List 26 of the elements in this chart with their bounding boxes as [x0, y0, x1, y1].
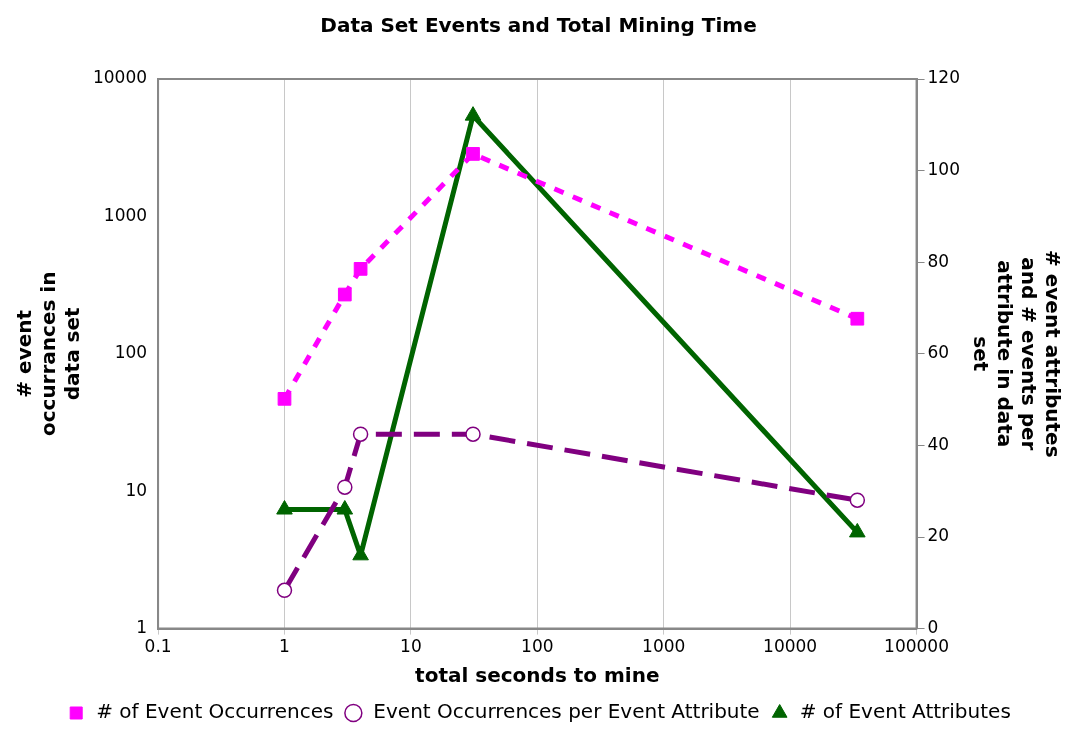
y2-tick-label: 80 — [927, 250, 950, 271]
y2-tick-label: 100 — [927, 159, 961, 180]
legend-label: # of Event Attributes — [799, 699, 1011, 724]
y2-tick-label: 0 — [927, 617, 939, 638]
chart-title: Data Set Events and Total Mining Time — [320, 13, 757, 38]
y-tick-label: 10 — [125, 479, 148, 500]
y2-axis-title: # event attributes and # events per attribute in data set — [968, 250, 1065, 458]
y-tick-label: 1 — [136, 617, 148, 638]
legend-label: # of Event Occurrences — [96, 699, 334, 724]
y2-tick-label: 60 — [927, 342, 950, 363]
x-tick-label: 100 — [521, 636, 554, 657]
y-tick-label: 100 — [114, 342, 148, 363]
x-tick-label: 10 — [400, 636, 422, 657]
x-tick-label: 10000 — [763, 636, 818, 657]
legend-label: Event Occurrences per Event Attribute — [373, 699, 760, 724]
x-tick-label: 1 — [279, 636, 290, 657]
y-tick-label: 10000 — [92, 67, 148, 88]
x-axis-title: total seconds to mine — [415, 663, 660, 688]
y2-tick-label: 40 — [927, 433, 950, 454]
y2-tick-label: 20 — [927, 525, 950, 546]
x-tick-label: 0.1 — [144, 636, 172, 657]
y-axis-title: # event occurrances in data set — [12, 271, 85, 437]
y-tick-label: 1000 — [103, 204, 148, 225]
x-tick-label: 100000 — [884, 636, 950, 657]
y2-tick-label: 120 — [927, 67, 961, 88]
x-tick-label: 1000 — [642, 636, 686, 657]
